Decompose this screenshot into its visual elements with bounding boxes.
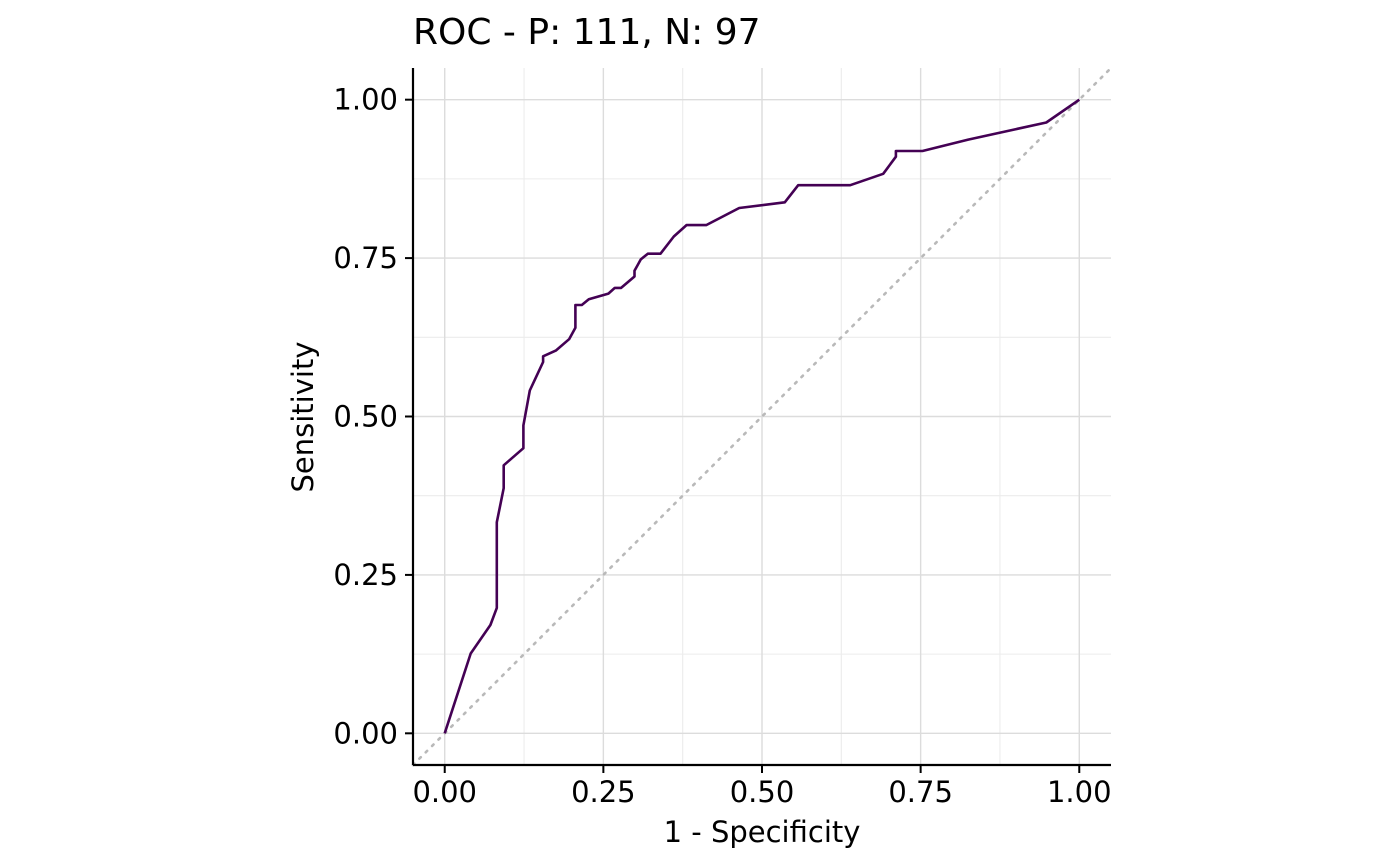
x-axis-title: 1 - Specificity [664, 815, 861, 849]
roc-curve [443, 98, 1081, 734]
y-tick-label: 0.75 [333, 241, 398, 275]
chance-reference-line [411, 66, 1113, 767]
x-tick-label: 0.25 [571, 775, 636, 809]
y-tick-label: 0.25 [333, 558, 398, 592]
y-axis-ticks: 0.00 0.25 0.50 0.75 1.00 [333, 83, 413, 750]
chart-title: ROC - P: 111, N: 97 [413, 12, 761, 53]
x-tick-label: 1.00 [1047, 775, 1112, 809]
y-tick-label: 0.50 [333, 400, 398, 434]
x-tick-label: 0.00 [412, 775, 477, 809]
y-axis-title: Sensitivity [286, 342, 320, 493]
x-tick-label: 0.50 [730, 775, 795, 809]
x-axis-ticks: 0.00 0.25 0.50 0.75 1.00 [412, 765, 1112, 809]
y-tick-label: 1.00 [333, 83, 398, 117]
major-gridlines [413, 68, 1111, 765]
y-tick-label: 0.00 [333, 716, 398, 750]
x-tick-label: 0.75 [888, 775, 953, 809]
